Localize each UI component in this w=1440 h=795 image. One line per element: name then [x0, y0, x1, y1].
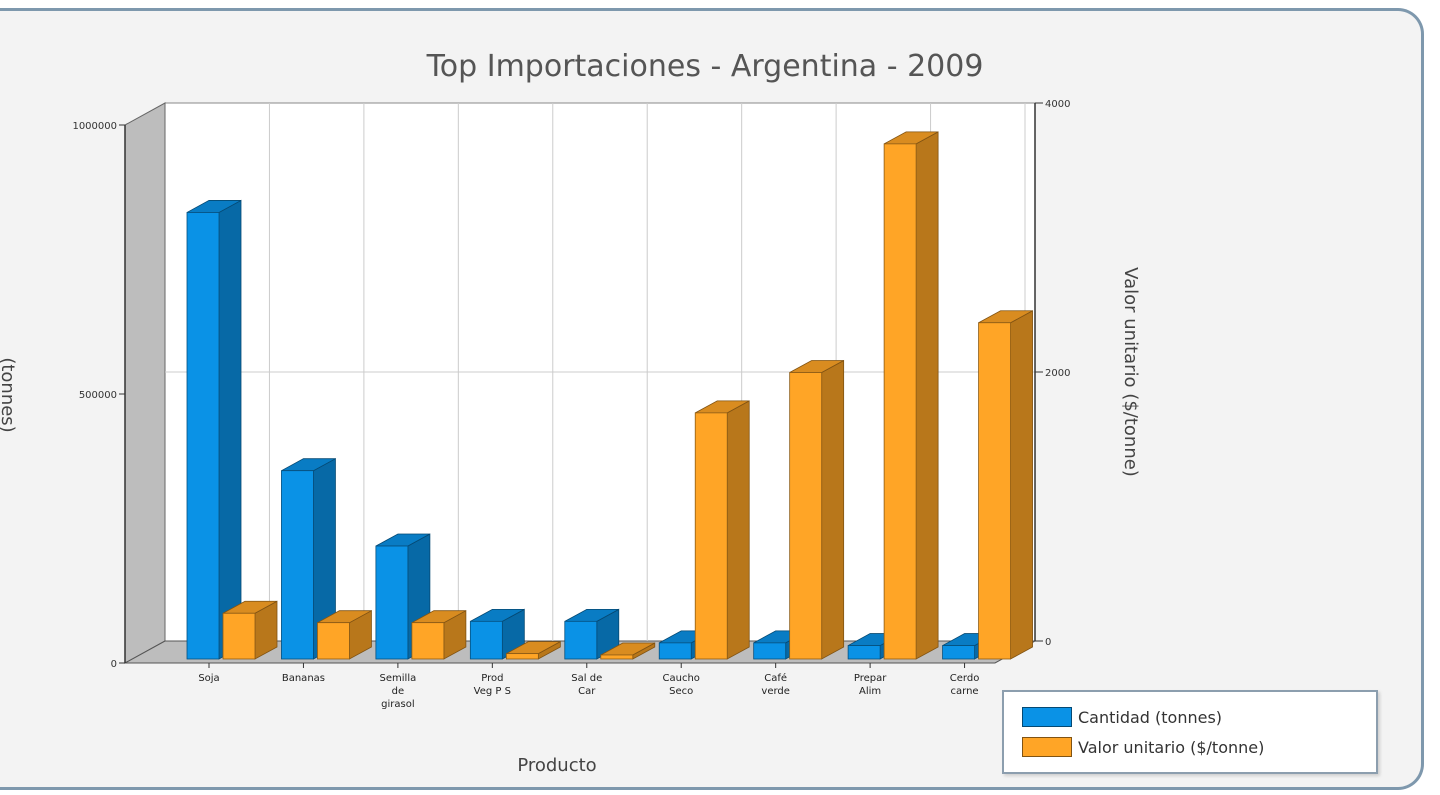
legend-swatch-valor	[1022, 737, 1072, 757]
bar-valor	[978, 310, 1033, 660]
bar-valor	[317, 610, 372, 660]
bar-valor-front	[505, 653, 539, 660]
bar-cantidad-front	[658, 642, 692, 660]
bar-cantidad-front	[753, 642, 787, 660]
x-tick-label: Sal de Car	[571, 673, 602, 697]
chart-title: Top Importaciones - Argentina - 2009	[426, 49, 984, 84]
bar-valor-side	[726, 400, 750, 660]
bar-valor-front	[600, 654, 634, 660]
bars	[186, 131, 1033, 660]
y2-tick-label: 2000	[1045, 368, 1070, 379]
x-tick-label: Caucho Seco	[663, 673, 700, 697]
bar-cantidad-front	[564, 620, 598, 660]
bar-valor-front	[978, 322, 1011, 660]
x-tick-label: Prod Veg P S	[474, 673, 511, 697]
bar-valor-side	[1010, 310, 1033, 660]
bar-cantidad-front	[847, 645, 881, 660]
x-tick-label: Semilla de girasol	[380, 673, 417, 710]
bar-valor-front	[789, 372, 823, 660]
bar-cantidad	[186, 199, 242, 660]
bar-cantidad	[564, 608, 620, 660]
y-axis-title: (tonnes)	[0, 357, 18, 432]
bar-valor-front	[317, 622, 350, 660]
x-tick-label: Cerdo carne	[950, 673, 980, 697]
bar-valor-front	[883, 143, 917, 660]
bar-valor	[883, 131, 939, 660]
bar-cantidad-front	[375, 545, 409, 660]
x-axis-title: Producto	[517, 755, 596, 776]
y2-tick-label: 0	[1045, 637, 1051, 648]
y-tick-label: 1000000	[72, 121, 117, 132]
legend: Cantidad (tonnes) Valor unitario ($/tonn…	[1002, 690, 1378, 774]
x-tick-label: Soja	[198, 673, 219, 684]
legend-swatch-cantidad	[1022, 707, 1072, 727]
legend-label-valor: Valor unitario ($/tonne)	[1078, 737, 1265, 757]
bar-valor-side	[821, 359, 845, 660]
x-tick-label: Bananas	[282, 673, 325, 684]
bar-cantidad-side	[218, 199, 242, 660]
bar-valor	[694, 400, 750, 660]
bar-valor	[411, 610, 467, 660]
x-tick-label: Prepar Alim	[854, 673, 887, 697]
bar-valor	[789, 359, 845, 660]
bar-cantidad	[281, 458, 336, 660]
bar-valor	[505, 640, 561, 660]
bar-cantidad-front	[942, 645, 975, 660]
axis-ticks: 0 500000 1000000 0 2000 4000 Soja Bananas Semill…	[72, 99, 1070, 710]
legend-label-cantidad: Cantidad (tonnes)	[1078, 707, 1223, 727]
y2-axis-title: Valor unitario ($/tonne)	[1120, 267, 1141, 477]
y-tick-label: 500000	[79, 390, 117, 401]
bar-cantidad-front	[469, 620, 503, 660]
bar-valor-side	[915, 131, 939, 660]
bar-valor-front	[411, 622, 445, 660]
bar-valor	[222, 600, 278, 660]
bar-valor	[600, 642, 656, 660]
y-tick-label: 0	[111, 659, 117, 670]
y2-tick-label: 4000	[1045, 99, 1070, 110]
bar-cantidad-front	[186, 212, 220, 660]
legend-item-cantidad: Cantidad (tonnes)	[1022, 704, 1222, 730]
bar-cantidad-front	[281, 470, 314, 660]
bar-valor-front	[694, 412, 728, 660]
legend-item-valor: Valor unitario ($/tonne)	[1022, 734, 1264, 760]
bar-valor-front	[222, 612, 256, 660]
x-tick-label: Café verde	[761, 672, 790, 697]
left-wall	[124, 102, 166, 664]
